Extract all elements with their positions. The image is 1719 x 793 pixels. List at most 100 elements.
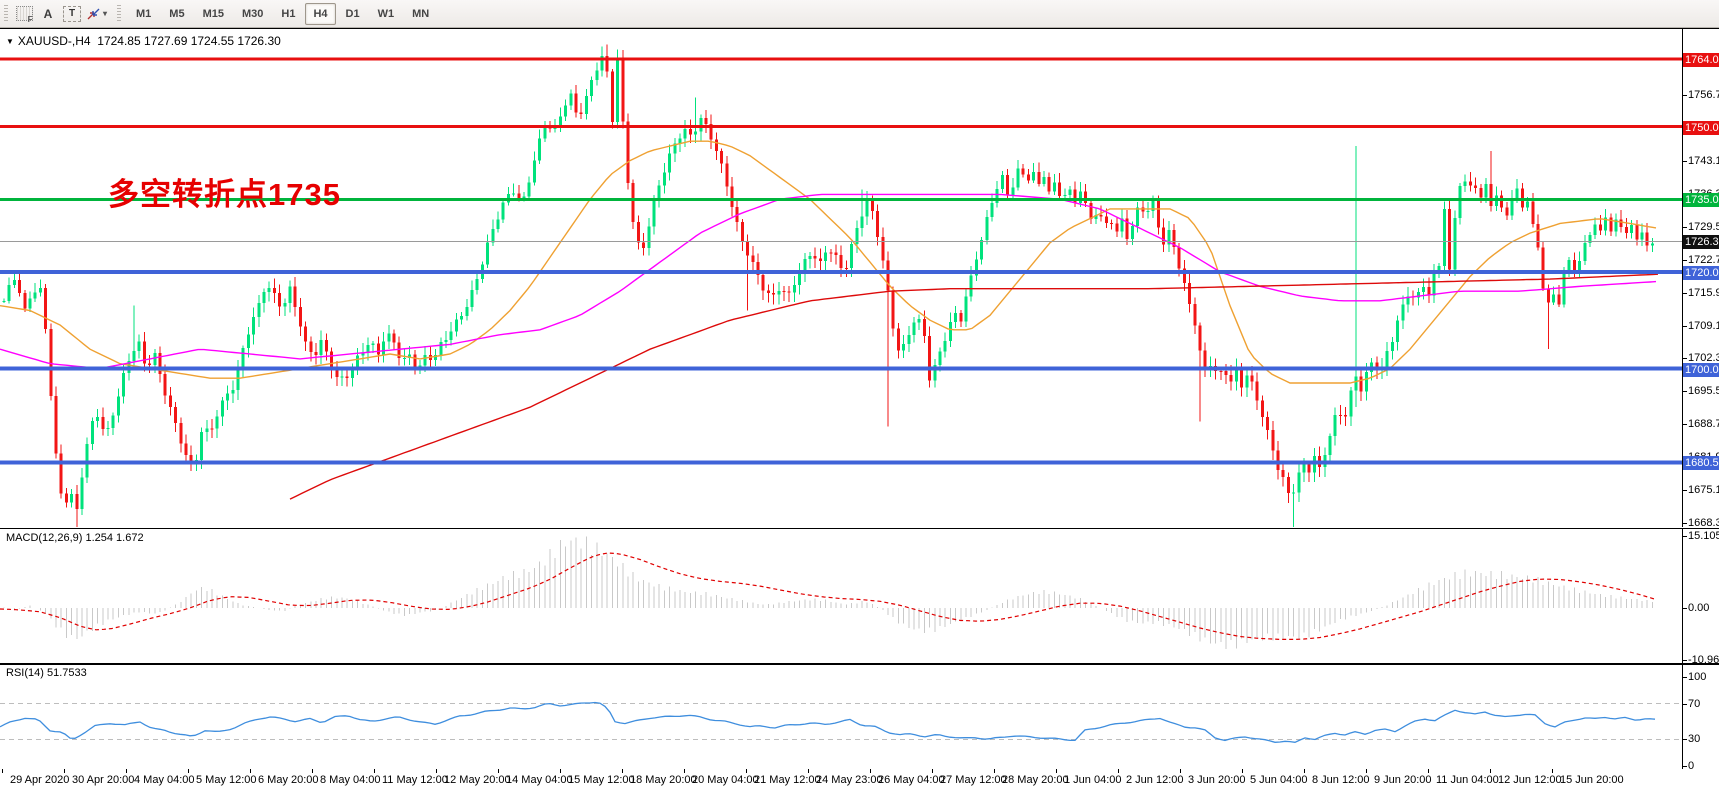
arrows-tool-icon[interactable]: ▾ bbox=[85, 3, 108, 25]
candle bbox=[64, 493, 68, 503]
timeframe-button-m30[interactable]: M30 bbox=[241, 7, 264, 20]
candle bbox=[1432, 270, 1436, 296]
candle bbox=[1463, 181, 1467, 186]
candle bbox=[1406, 296, 1410, 305]
candle bbox=[1546, 288, 1550, 303]
candle bbox=[465, 307, 469, 316]
candle bbox=[662, 172, 666, 186]
candle bbox=[361, 352, 365, 356]
timeframe-button-h1[interactable]: H1 bbox=[281, 7, 296, 20]
time-tick-mark bbox=[1242, 769, 1243, 773]
time-axis-label: 26 May 04:00 bbox=[878, 774, 945, 786]
candle bbox=[153, 352, 157, 365]
candle bbox=[319, 339, 323, 356]
candle bbox=[475, 278, 479, 291]
candle bbox=[1489, 184, 1493, 207]
horizontal-level-line-1720[interactable] bbox=[0, 269, 1682, 274]
candle bbox=[387, 333, 391, 342]
time-tick-mark bbox=[560, 769, 561, 773]
candle bbox=[1505, 207, 1509, 216]
time-axis-label: 20 May 04:00 bbox=[692, 774, 759, 786]
macd-tick-label: 15.105 bbox=[1688, 530, 1719, 543]
candle bbox=[1536, 224, 1540, 248]
candle bbox=[1619, 219, 1623, 228]
rsi-panel: RSI(14) 51.7533 100 70 30 0 bbox=[0, 664, 1719, 772]
timeframe-button-m15[interactable]: M15 bbox=[202, 7, 224, 20]
candle bbox=[579, 112, 583, 115]
candle bbox=[709, 123, 713, 140]
candle bbox=[1084, 191, 1088, 203]
candle bbox=[1000, 175, 1004, 190]
candle bbox=[678, 138, 682, 144]
horizontal-level-line-1764[interactable] bbox=[0, 57, 1682, 61]
candle bbox=[881, 236, 885, 261]
candle bbox=[137, 341, 141, 351]
candle bbox=[1271, 430, 1275, 451]
price-tick-label: 1709.10 bbox=[1688, 319, 1719, 332]
toolbar-grip-2[interactable] bbox=[117, 4, 122, 23]
text-label-tool-icon[interactable]: T bbox=[61, 3, 83, 25]
timeframe-button-m5[interactable]: M5 bbox=[169, 7, 185, 20]
candle bbox=[1089, 202, 1093, 220]
timeframe-button-mn[interactable]: MN bbox=[412, 7, 430, 20]
candle bbox=[220, 400, 224, 417]
candle bbox=[860, 216, 864, 228]
toolbar-grip[interactable] bbox=[4, 4, 8, 23]
price-tick-mark bbox=[1682, 489, 1687, 491]
chart-dropdown-icon[interactable]: ▼ bbox=[6, 37, 14, 46]
candle bbox=[1390, 342, 1394, 352]
candle bbox=[985, 217, 989, 240]
candle bbox=[376, 343, 380, 355]
candle bbox=[1016, 168, 1020, 188]
price-tick-mark bbox=[1682, 391, 1687, 393]
candle bbox=[730, 186, 734, 208]
candle bbox=[1333, 414, 1337, 436]
timeframe-button-h4[interactable]: H4 bbox=[305, 2, 336, 25]
timeframe-button-d1[interactable]: D1 bbox=[345, 7, 360, 20]
candle bbox=[668, 153, 672, 173]
time-tick-mark bbox=[1552, 769, 1553, 773]
candle bbox=[725, 163, 729, 187]
candle bbox=[1557, 294, 1561, 305]
candle bbox=[1260, 400, 1264, 418]
dotted-box-f-icon[interactable]: F bbox=[13, 3, 35, 25]
candle bbox=[1104, 216, 1108, 223]
time-tick-mark bbox=[1180, 769, 1181, 773]
candle bbox=[491, 229, 495, 243]
candle bbox=[969, 275, 973, 297]
candle bbox=[616, 59, 620, 123]
candle bbox=[142, 341, 146, 364]
candle bbox=[1448, 209, 1452, 270]
candle bbox=[470, 290, 474, 308]
time-axis[interactable]: 29 Apr 2020 30 Apr 20:00 4 May 04:00 5 May … bbox=[0, 769, 1719, 793]
candle bbox=[928, 335, 932, 381]
candle bbox=[694, 131, 698, 135]
text-tool-icon[interactable]: A bbox=[43, 6, 53, 21]
time-axis-label: 27 May 12:00 bbox=[940, 774, 1007, 786]
candle bbox=[444, 339, 448, 343]
time-axis-label: 12 Jun 12:00 bbox=[1498, 774, 1562, 786]
candle bbox=[818, 258, 822, 261]
candle bbox=[1609, 217, 1613, 232]
horizontal-level-line-1680.58[interactable] bbox=[0, 460, 1682, 465]
chart-title[interactable]: ▼ XAUUSD-,H4 1724.85 1727.69 1724.55 1726… bbox=[6, 34, 281, 48]
timeframe-button-w1[interactable]: W1 bbox=[377, 7, 395, 20]
candle bbox=[340, 376, 344, 378]
candle bbox=[1437, 266, 1441, 271]
candle bbox=[538, 138, 542, 161]
horizontal-level-line-1750[interactable] bbox=[0, 125, 1682, 129]
main-chart-plot[interactable] bbox=[0, 29, 1683, 527]
candle bbox=[1255, 381, 1259, 401]
candle bbox=[1136, 207, 1140, 226]
ma-magenta bbox=[0, 193, 1657, 369]
time-axis-label: 3 Jun 20:00 bbox=[1188, 774, 1246, 786]
candle bbox=[1578, 261, 1582, 274]
horizontal-level-line-1735[interactable] bbox=[0, 197, 1682, 201]
price-tick-mark bbox=[1682, 292, 1687, 294]
horizontal-level-line-1700[interactable] bbox=[0, 366, 1682, 371]
time-tick-mark bbox=[994, 769, 995, 773]
candle bbox=[714, 139, 718, 152]
timeframe-button-m1[interactable]: M1 bbox=[136, 7, 152, 20]
candle bbox=[959, 312, 963, 322]
candle bbox=[1645, 232, 1649, 246]
